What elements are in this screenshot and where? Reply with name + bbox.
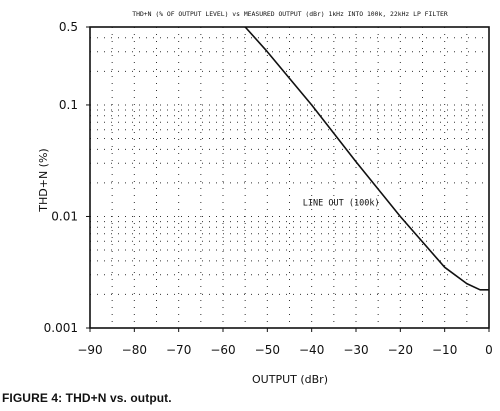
x-tick-label: −90: [77, 343, 102, 357]
x-tick-label: −50: [255, 343, 280, 357]
y-tick-label: 0.001: [44, 321, 78, 335]
x-tick-label: −30: [343, 343, 368, 357]
x-tick-label: −60: [210, 343, 235, 357]
x-tick-label: −20: [388, 343, 413, 357]
y-tick-label: 0.01: [51, 209, 78, 223]
series-label-line-out: LINE OUT (100k): [303, 199, 380, 209]
y-tick-label: 0.5: [59, 20, 78, 34]
y-tick-label: 0.1: [59, 98, 78, 112]
series-layer: [244, 26, 489, 291]
x-tick-label: −70: [166, 343, 191, 357]
grid: [90, 27, 489, 328]
plot-frame: [89, 26, 490, 329]
x-axis-label: OUTPUT (dBr): [252, 373, 328, 386]
x-axis: −90 −80 −70 −60 −50 −40 −30 −20 −10 0: [77, 328, 493, 357]
y-axis: 0.5 0.1 0.01 0.001: [44, 20, 90, 335]
x-tick-label: 0: [485, 343, 493, 357]
chart-title: THD+N (% OF OUTPUT LEVEL) vs MEASURED OU…: [132, 10, 448, 18]
x-tick-label: −40: [299, 343, 324, 357]
figure-caption: FIGURE 4: THD+N vs. output.: [2, 391, 172, 405]
x-tick-label: −80: [122, 343, 147, 357]
chart: −90 −80 −70 −60 −50 −40 −30 −20 −10 0 0.50.10.010…: [37, 10, 493, 386]
series-line-0: [244, 26, 489, 291]
y-axis-label: THD+N (%): [37, 148, 50, 212]
x-tick-label: −10: [432, 343, 457, 357]
